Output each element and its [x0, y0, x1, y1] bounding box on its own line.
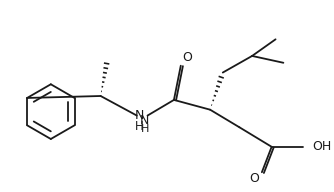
- Text: N: N: [140, 114, 149, 127]
- Text: H: H: [140, 124, 149, 134]
- Text: H: H: [135, 120, 144, 133]
- Text: OH: OH: [313, 140, 332, 153]
- Text: N: N: [135, 109, 144, 122]
- Text: O: O: [249, 172, 259, 185]
- Text: O: O: [183, 51, 192, 64]
